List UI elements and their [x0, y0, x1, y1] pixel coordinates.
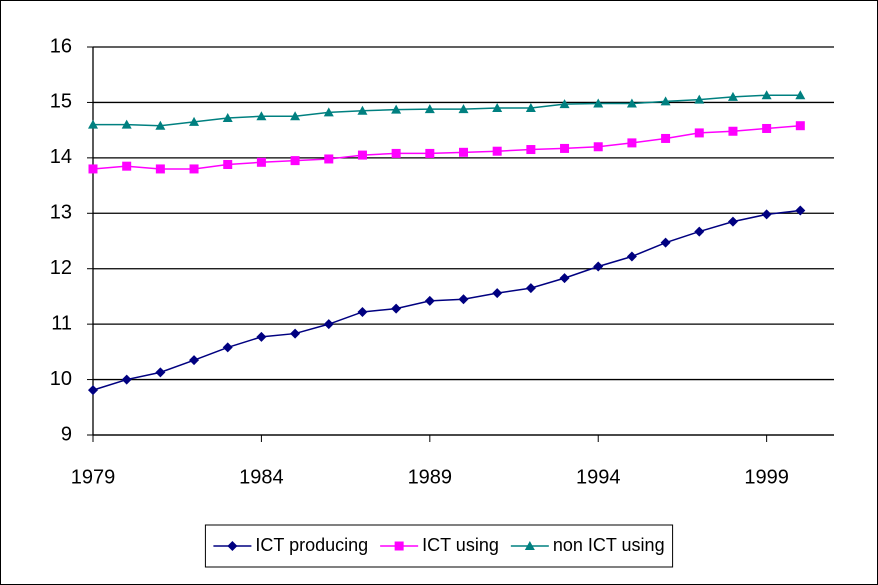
marker: [525, 102, 536, 112]
legend-label: non ICT using: [553, 535, 665, 555]
marker: [189, 355, 200, 366]
marker: [661, 133, 671, 143]
legend-label: ICT producing: [255, 535, 368, 555]
y-tick-label: 9: [61, 423, 72, 445]
marker: [424, 104, 435, 114]
marker: [458, 104, 469, 114]
legend-label: ICT using: [422, 535, 499, 555]
marker: [323, 107, 334, 117]
marker: [88, 385, 98, 396]
marker: [290, 156, 300, 166]
marker: [559, 99, 570, 109]
y-tick-label: 13: [50, 202, 72, 224]
marker: [626, 251, 637, 262]
marker: [762, 123, 772, 133]
marker: [222, 342, 233, 353]
marker: [694, 128, 704, 138]
marker: [394, 541, 404, 551]
marker: [189, 116, 200, 126]
marker: [88, 119, 98, 129]
marker: [357, 150, 367, 160]
marker: [524, 541, 535, 550]
marker: [728, 126, 738, 136]
marker: [227, 541, 238, 551]
marker: [492, 146, 502, 156]
marker: [627, 138, 637, 148]
y-tick-label: 15: [50, 91, 72, 113]
y-tick-label: 10: [50, 368, 72, 390]
marker: [593, 98, 604, 108]
x-tick-label: 1984: [239, 466, 284, 488]
marker: [256, 331, 267, 342]
series-line: [93, 94, 801, 127]
marker: [155, 120, 166, 130]
marker: [424, 295, 435, 306]
legend-box: [204, 524, 674, 568]
y-tick-label: 12: [50, 257, 72, 279]
marker: [660, 96, 671, 106]
marker: [660, 237, 671, 248]
marker: [492, 102, 503, 112]
marker: [121, 119, 132, 129]
marker: [525, 283, 536, 294]
marker: [222, 112, 233, 122]
marker: [559, 273, 570, 284]
marker: [459, 147, 468, 157]
y-tick-label: 11: [51, 312, 72, 334]
marker: [727, 216, 738, 227]
x-tick-label: 1999: [744, 466, 789, 488]
marker: [560, 143, 570, 153]
marker: [223, 160, 233, 170]
marker: [256, 111, 267, 121]
marker: [189, 164, 199, 174]
marker: [492, 288, 503, 299]
marker: [526, 145, 536, 155]
marker: [121, 374, 132, 385]
marker: [795, 90, 806, 100]
marker: [761, 209, 772, 220]
marker: [795, 121, 805, 131]
marker: [256, 157, 266, 167]
marker: [694, 94, 705, 104]
marker: [727, 91, 738, 101]
marker: [694, 226, 705, 237]
x-tick-label: 1994: [576, 466, 621, 488]
marker: [425, 148, 435, 158]
marker: [122, 161, 132, 171]
marker: [290, 111, 301, 121]
marker: [626, 98, 637, 108]
marker: [458, 294, 469, 305]
y-tick-label: 16: [50, 35, 72, 57]
series-line: [92, 124, 801, 170]
marker: [88, 164, 98, 174]
y-tick-label: 14: [50, 146, 72, 168]
marker: [795, 205, 806, 216]
series-line: [92, 209, 801, 391]
x-tick-label: 1979: [71, 466, 116, 488]
marker: [155, 164, 165, 174]
marker: [324, 154, 334, 164]
marker: [290, 328, 301, 339]
marker: [357, 306, 368, 317]
marker: [391, 303, 402, 314]
marker: [761, 90, 772, 100]
x-tick-label: 1989: [408, 466, 453, 488]
marker: [391, 148, 401, 158]
marker: [155, 367, 166, 378]
marker: [323, 319, 334, 330]
marker: [391, 104, 402, 114]
marker: [593, 261, 604, 272]
marker: [593, 142, 603, 152]
legend: ICT producing ICT using non ICT using: [204, 524, 674, 568]
marker: [357, 105, 368, 115]
